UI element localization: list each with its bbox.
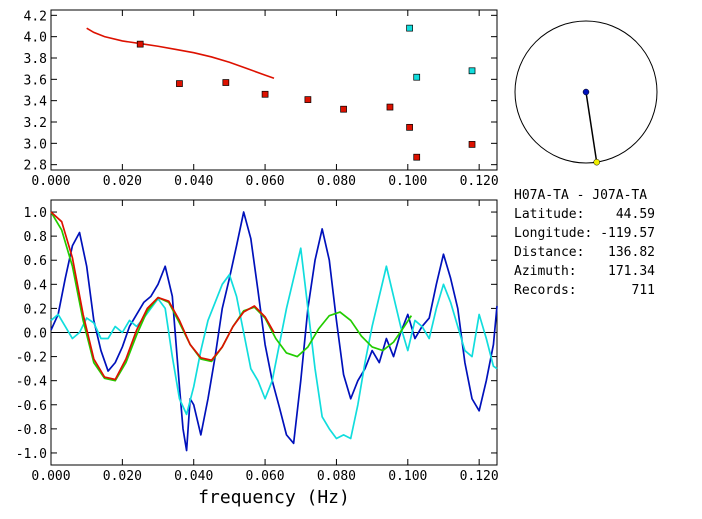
x-tick-label: 0.000 <box>31 174 70 189</box>
azimuth-circle <box>514 20 658 164</box>
y-tick-label: 3.8 <box>24 52 47 67</box>
azimuth-label: Azimuth: <box>514 264 577 279</box>
y-tick-label: -0.4 <box>16 375 47 390</box>
distance-value: 136.82 <box>608 245 655 260</box>
y-tick-label: 0.6 <box>24 254 47 269</box>
azimuth-line <box>585 91 598 163</box>
x-tick-label: 0.100 <box>388 469 427 484</box>
distance-label: Distance: <box>514 245 584 260</box>
red-point <box>261 90 269 98</box>
dispersion-plot-frame <box>50 9 498 171</box>
red-point <box>340 105 347 113</box>
blue-series-line <box>50 211 498 452</box>
y-tick-label: -1.0 <box>16 447 47 462</box>
x-tick-label: 0.120 <box>460 469 499 484</box>
cyan-series-line <box>50 247 498 440</box>
red-point <box>413 153 421 161</box>
y-tick-label: 0.0 <box>24 327 47 342</box>
station-pair-title: H07A-TA - J07A-TA <box>514 188 647 203</box>
x-tick-label: 0.040 <box>174 469 213 484</box>
x-tick-label: 0.100 <box>388 174 427 189</box>
y-tick-label: 3.4 <box>24 95 48 110</box>
longitude-value: -119.57 <box>600 226 655 241</box>
station-origin-marker <box>582 88 590 96</box>
red-point <box>222 79 230 86</box>
red-point <box>386 103 394 111</box>
records-value: 711 <box>632 283 655 298</box>
y-tick-label: 0.4 <box>24 278 48 293</box>
dispersion-plot-marks <box>86 24 476 161</box>
red-point <box>468 141 476 148</box>
x-tick-label: 0.060 <box>246 174 285 189</box>
red-point <box>136 40 144 48</box>
y-tick-label: 2.8 <box>24 159 47 174</box>
dispersion-plot-ticks: 0.000 0.020 0.040 0.060 0.080 0.100 0.120 2.8 3.… <box>24 9 499 189</box>
latitude-label: Latitude: <box>514 207 584 222</box>
red-point <box>406 123 413 131</box>
x-tick-label: 0.080 <box>317 469 356 484</box>
x-tick-label: 0.020 <box>103 174 142 189</box>
y-tick-label: -0.2 <box>16 351 47 366</box>
x-tick-label: 0.080 <box>317 174 356 189</box>
station-target-marker <box>593 158 600 166</box>
y-tick-label: 3.6 <box>24 73 47 88</box>
y-tick-label: -0.8 <box>16 423 47 438</box>
y-tick-label: 3.0 <box>24 137 47 152</box>
red-point <box>176 80 183 87</box>
cyan-point <box>413 73 421 81</box>
latitude-value: 44.59 <box>616 207 655 222</box>
y-tick-label: 4.0 <box>24 31 47 46</box>
y-tick-label: 0.2 <box>24 302 47 317</box>
station-info-panel: H07A-TA - J07A-TA Latitude: 44.59 Longit… <box>514 188 655 298</box>
x-tick-label: 0.120 <box>460 174 499 189</box>
y-tick-label: 3.2 <box>24 116 47 131</box>
x-tick-label: 0.000 <box>31 469 70 484</box>
red-series-line <box>50 211 275 381</box>
red-point <box>304 96 312 103</box>
azimuth-value: 171.34 <box>608 264 655 279</box>
x-tick-label: 0.060 <box>246 469 285 484</box>
spectrum-plot-marks <box>50 211 498 452</box>
y-tick-label: -0.6 <box>16 399 47 414</box>
x-axis-label: frequency (Hz) <box>198 487 350 508</box>
cyan-point <box>468 67 476 75</box>
dispersion-curve <box>86 27 275 80</box>
cyan-point <box>406 24 413 32</box>
x-tick-label: 0.020 <box>103 469 142 484</box>
x-tick-label: 0.040 <box>174 174 213 189</box>
longitude-label: Longitude: <box>514 226 592 241</box>
y-tick-label: 1.0 <box>24 206 47 221</box>
azimuth-diagram <box>514 20 658 166</box>
y-tick-label: 0.8 <box>24 230 47 245</box>
y-tick-label: 4.2 <box>24 9 47 24</box>
records-label: Records: <box>514 283 577 298</box>
